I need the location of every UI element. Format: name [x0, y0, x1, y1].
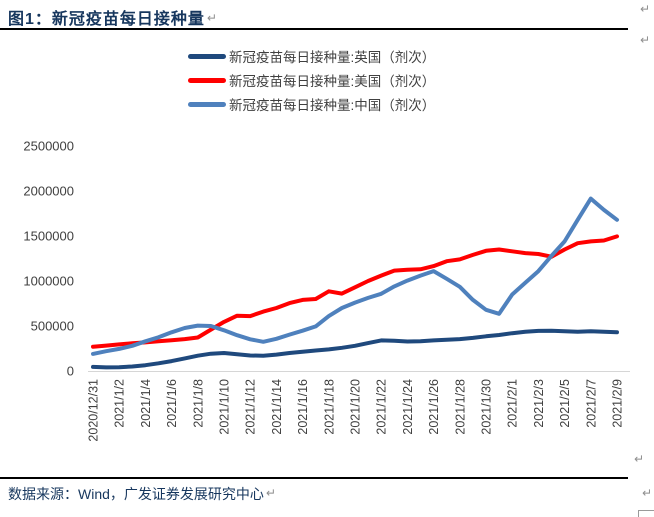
x-axis-tick-label: 2021/2/5 [558, 379, 572, 428]
x-axis-tick-label: 2021/1/18 [322, 379, 336, 435]
x-axis-tick-label: 2021/1/24 [401, 379, 415, 435]
table-corner-fragment [638, 510, 654, 517]
x-axis-tick-label: 2021/1/16 [296, 379, 310, 435]
vaccination-line-chart: 0 500000 1000000 1500000 2000000 2500000 2020/… [0, 120, 654, 480]
legend-label-uk: 新冠疫苗每日接种量:英国（剂次） [229, 50, 436, 65]
bottom-divider-line [0, 477, 628, 479]
y-axis-tick-label: 500000 [31, 319, 74, 334]
chart-legend: 新冠疫苗每日接种量:英国（剂次） 新冠疫苗每日接种量:美国（剂次） 新冠疫苗每日… [188, 44, 435, 116]
x-axis-tick-label: 2021/1/2 [113, 379, 127, 428]
legend-item-uk: 新冠疫苗每日接种量:英国（剂次） [188, 44, 435, 68]
y-axis-tick-label: 1500000 [23, 229, 74, 244]
x-axis-tick-label: 2021/1/10 [218, 379, 232, 435]
x-axis-tick-label: 2020/12/31 [87, 379, 101, 442]
y-axis-tick-label: 2500000 [23, 139, 74, 154]
data-source-row: 数据来源：Wind，广发证券发展研究中心 ↵ [8, 484, 276, 504]
paragraph-return-icon: ↵ [634, 452, 645, 466]
x-axis-tick-label: 2021/2/7 [584, 379, 598, 428]
figure-title: 图1：新冠疫苗每日接种量 [8, 11, 205, 28]
paragraph-return-icon: ↵ [640, 33, 651, 47]
x-axis-tick-label: 2021/1/20 [349, 379, 363, 435]
x-axis-tick-label: 2021/1/30 [480, 379, 494, 435]
uk-series-line [91, 328, 619, 370]
paragraph-return-icon: ↵ [206, 11, 217, 25]
y-axis-tick-label: 0 [67, 364, 74, 379]
data-source-text: 数据来源：Wind，广发证券发展研究中心 [8, 486, 264, 502]
legend-label-us: 新冠疫苗每日接种量:美国（剂次） [229, 74, 436, 89]
x-axis-tick-label: 2021/1/14 [270, 379, 284, 435]
x-axis-tick-label: 2021/1/28 [453, 379, 467, 435]
top-divider-line [0, 28, 628, 30]
x-axis-tick-label: 2021/2/3 [532, 379, 546, 428]
china-series-line [91, 196, 619, 356]
china-line-swatch [188, 101, 226, 107]
paragraph-return-icon: ↵ [640, 2, 651, 16]
x-axis-tick-label: 2021/1/12 [244, 379, 258, 435]
x-axis-tick-label: 2021/1/26 [427, 379, 441, 435]
legend-label-china: 新冠疫苗每日接种量:中国（剂次） [229, 98, 436, 113]
x-axis-tick-label: 2021/2/9 [611, 379, 625, 428]
chart-canvas: 0 500000 1000000 1500000 2000000 2500000 2020/… [23, 139, 630, 442]
us-line-swatch [188, 77, 226, 83]
x-axis-tick-label: 2021/1/22 [375, 379, 389, 435]
y-axis-tick-label: 2000000 [23, 184, 74, 199]
paragraph-return-icon: ↵ [265, 486, 276, 500]
legend-item-us: 新冠疫苗每日接种量:美国（剂次） [188, 68, 435, 92]
x-axis-tick-label: 2021/1/8 [191, 379, 205, 428]
uk-line-swatch [188, 53, 226, 59]
x-axis-tick-label: 2021/1/4 [139, 379, 153, 428]
figure-title-row: 图1：新冠疫苗每日接种量 ↵ [8, 5, 217, 29]
paragraph-return-icon: ↵ [642, 486, 653, 500]
us-series-line [91, 234, 619, 349]
y-axis-tick-label: 1000000 [23, 274, 74, 289]
legend-item-china: 新冠疫苗每日接种量:中国（剂次） [188, 92, 435, 116]
x-axis-tick-label: 2021/2/1 [506, 379, 520, 428]
x-axis-tick-label: 2021/1/6 [165, 379, 179, 428]
